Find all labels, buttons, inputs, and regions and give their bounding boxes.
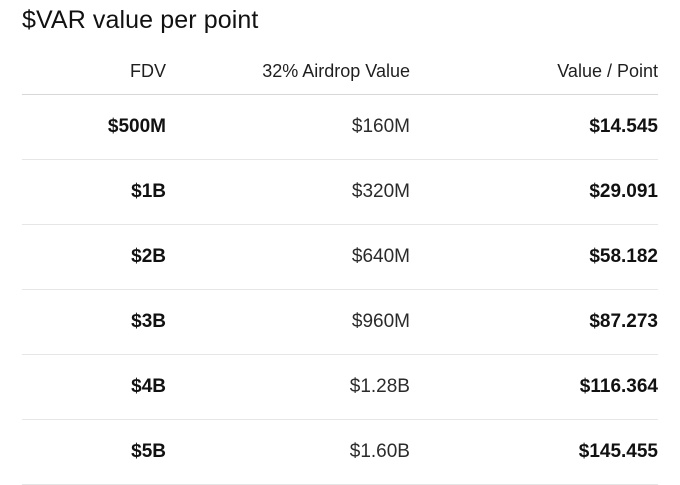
value-per-point-cell: $145.455 — [578, 441, 658, 462]
table-row: $4B $1.28B $116.364 — [22, 355, 658, 420]
column-header-fdv: FDV — [130, 60, 166, 81]
column-header-value-per-point: Value / Point — [557, 60, 658, 81]
airdrop-value-cell: $1.28B — [349, 376, 410, 397]
value-per-point-cell: $58.182 — [589, 246, 658, 267]
airdrop-value-cell: $640M — [351, 246, 410, 267]
table-row: $1B $320M $29.091 — [22, 160, 658, 225]
fdv-cell: $1B — [131, 181, 166, 202]
table-row: $5B $1.60B $145.455 — [22, 420, 658, 485]
table-header: FDV 32% Airdrop Value Value / Point — [22, 48, 658, 95]
column-header-airdrop-value: 32% Airdrop Value — [262, 60, 410, 81]
value-per-point-cell: $116.364 — [579, 376, 658, 397]
airdrop-value-cell: $1.60B — [349, 441, 410, 462]
table-row: $500M $160M $14.545 — [22, 95, 658, 160]
value-per-point-cell: $87.273 — [589, 311, 658, 332]
fdv-cell: $5B — [131, 441, 166, 462]
value-per-point-cell: $29.091 — [589, 181, 658, 202]
table-row: $3B $960M $87.273 — [22, 290, 658, 355]
airdrop-value-cell: $960M — [351, 311, 410, 332]
page-title: $VAR value per point — [22, 6, 259, 34]
fdv-cell: $3B — [131, 311, 166, 332]
airdrop-value-cell: $160M — [351, 116, 410, 137]
value-table: FDV 32% Airdrop Value Value / Point $500… — [22, 48, 658, 485]
fdv-cell: $4B — [131, 376, 166, 397]
fdv-cell: $2B — [131, 246, 166, 267]
table-row: $2B $640M $58.182 — [22, 225, 658, 290]
fdv-cell: $500M — [107, 116, 166, 137]
airdrop-value-cell: $320M — [351, 181, 410, 202]
value-per-point-cell: $14.545 — [589, 116, 658, 137]
